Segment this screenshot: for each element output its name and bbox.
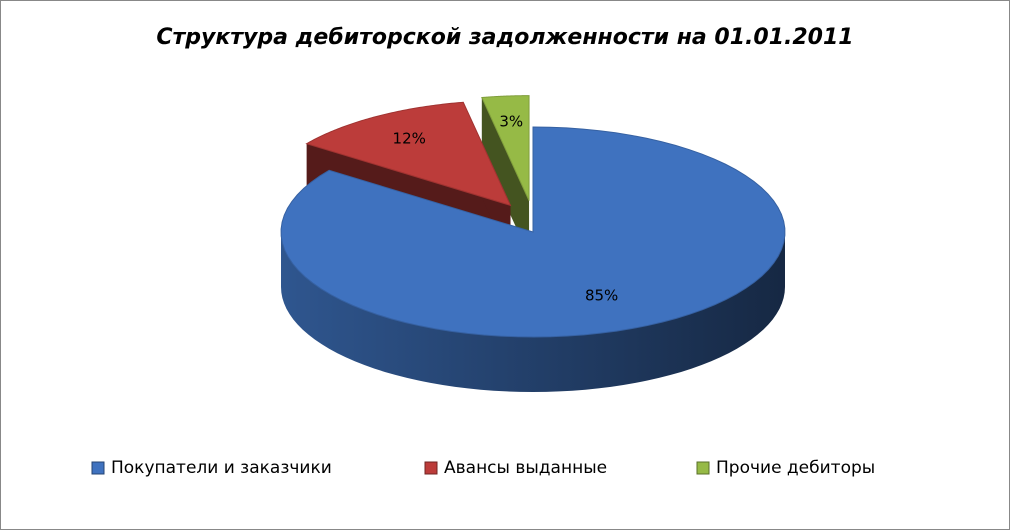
data-label: 85% <box>585 287 618 305</box>
legend-swatch <box>696 461 710 475</box>
legend-label: Прочие дебиторы <box>716 458 875 478</box>
slice-wall <box>481 97 530 256</box>
data-label: 12% <box>393 129 426 147</box>
slice-top <box>280 126 786 338</box>
slice-top <box>481 95 530 201</box>
legend-label: Покупатели и заказчики <box>111 458 332 478</box>
legend-swatch <box>91 461 105 475</box>
legend-label: Авансы выданные <box>444 458 607 478</box>
slice <box>280 126 786 392</box>
chart-title: Структура дебиторской задолженности на 0… <box>156 25 853 50</box>
slice-top <box>305 101 512 207</box>
slice <box>481 95 530 256</box>
data-label: 3% <box>499 113 523 131</box>
slice-side <box>281 232 785 392</box>
legend-swatch <box>424 461 438 475</box>
